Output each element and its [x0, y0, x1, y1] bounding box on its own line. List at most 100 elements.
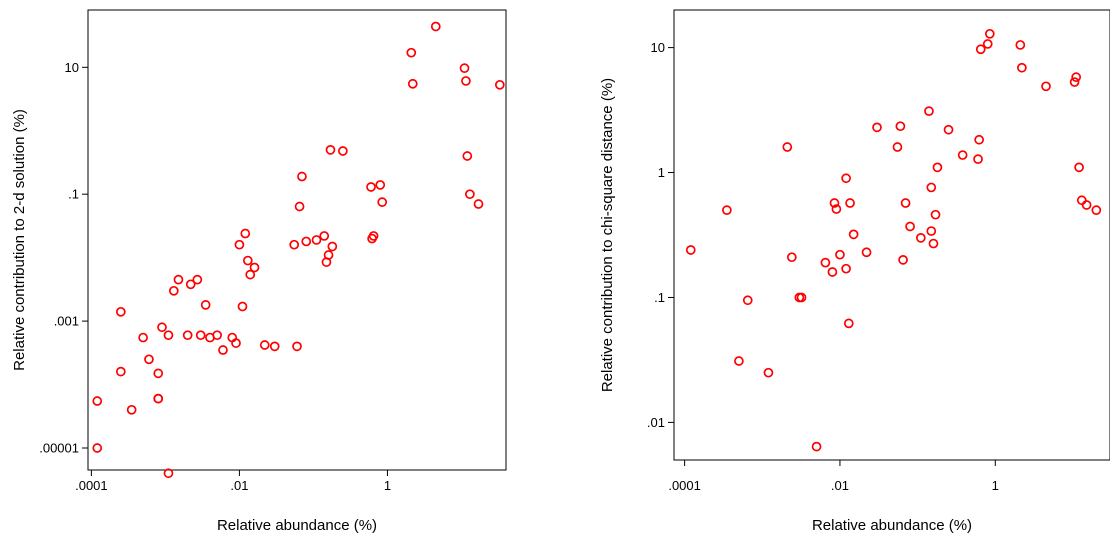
data-point [297, 171, 307, 182]
data-point [430, 21, 441, 32]
data-point [294, 201, 305, 212]
data-point [144, 354, 154, 365]
data-point [366, 182, 376, 192]
data-point [249, 262, 260, 273]
data-point [338, 146, 348, 156]
data-point [811, 441, 822, 452]
data-point [406, 47, 417, 58]
data-point [928, 238, 939, 249]
data-point [92, 443, 103, 453]
data-point [943, 124, 954, 135]
data-point [1015, 40, 1026, 50]
data-point [126, 404, 137, 415]
data-point [289, 239, 300, 250]
data-point [742, 295, 753, 306]
data-point [926, 226, 937, 236]
data-point [982, 39, 993, 49]
data-point [1074, 162, 1084, 173]
data-point [153, 368, 164, 379]
y-tick-label: .001 [54, 314, 79, 329]
y-tick-label: .00001 [39, 440, 79, 455]
data-point [1071, 72, 1082, 83]
data-point [163, 330, 174, 341]
data-point [905, 221, 915, 232]
data-point [841, 263, 851, 274]
data-point [461, 76, 471, 86]
data-point [1091, 205, 1102, 215]
data-point [782, 142, 793, 152]
y-tick-label: .01 [647, 415, 665, 430]
data-point [1076, 195, 1087, 206]
data-point [685, 245, 696, 255]
data-point [930, 209, 941, 220]
data-point [195, 330, 206, 341]
y-axis-label: Relative contribution to 2-d solution (%… [11, 109, 28, 371]
data-point [327, 241, 338, 252]
data-point [292, 341, 302, 352]
y-tick-label: 1 [658, 165, 665, 180]
data-point [115, 306, 126, 317]
data-point [407, 78, 418, 89]
data-point [301, 236, 312, 247]
data-point [1081, 200, 1092, 210]
data-point [237, 301, 248, 312]
data-point [841, 173, 851, 184]
data-point [245, 269, 256, 280]
x-tick-label: .0001 [668, 478, 701, 493]
data-point [325, 144, 336, 155]
y-axis-label: Relative contribution to chi-square dist… [599, 78, 616, 392]
data-point [835, 249, 845, 260]
data-point [848, 229, 859, 240]
data-point [1017, 62, 1027, 73]
data-point [138, 332, 148, 343]
data-point [319, 231, 330, 241]
x-tick-label: 1 [992, 478, 999, 493]
data-point [311, 235, 322, 245]
data-point [242, 255, 253, 266]
y-tick-label: .1 [68, 187, 79, 202]
data-point [92, 396, 103, 406]
data-point [827, 267, 838, 277]
data-point [1041, 81, 1051, 92]
data-point [975, 44, 986, 55]
chart-panel-2: .0001 .01 1 .01 .1 1 10 Relative abundance (%) R… [599, 9, 1110, 534]
data-point [377, 197, 388, 207]
data-point [984, 28, 995, 39]
data-point [163, 468, 174, 479]
data-point [494, 79, 505, 90]
data-point [786, 252, 797, 263]
data-point [924, 106, 934, 117]
data-point [900, 198, 911, 208]
data-point [843, 318, 854, 329]
plot-frame [673, 9, 1110, 461]
data-point [192, 274, 203, 285]
x-tick-label: 1 [384, 478, 391, 493]
data-point [153, 393, 164, 404]
data-point [722, 205, 732, 215]
x-tick-label: .0001 [75, 478, 108, 493]
data-point [459, 63, 470, 73]
data-point [218, 345, 228, 355]
y-tick-label: 10 [65, 60, 79, 75]
data-point [892, 142, 903, 152]
data-point [182, 330, 193, 341]
data-point [932, 162, 943, 173]
x-tick-label: .01 [230, 478, 248, 493]
data-point [240, 228, 251, 239]
plot-frame [87, 9, 507, 471]
data-point [473, 199, 484, 209]
data-point [898, 255, 908, 265]
chart-panel-1: .0001 .01 1 .00001 .001 .1 10 Relative abundanc… [11, 9, 507, 534]
data-point [831, 204, 842, 214]
data-point [462, 151, 473, 161]
data-point [465, 189, 475, 200]
data-point [973, 154, 983, 164]
data-point [872, 122, 882, 133]
data-point [796, 292, 807, 303]
data-point [763, 367, 774, 378]
data-point [895, 121, 906, 132]
data-point [231, 338, 241, 348]
data-point [861, 247, 872, 258]
data-point [845, 198, 855, 208]
